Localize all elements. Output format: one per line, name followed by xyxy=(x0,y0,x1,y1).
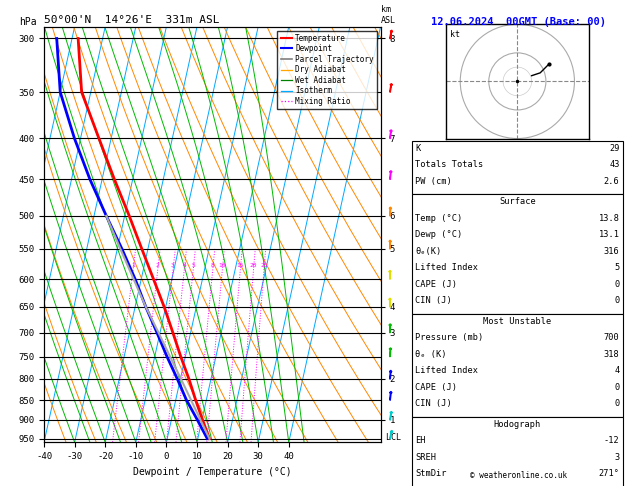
Text: 8: 8 xyxy=(211,263,214,268)
Text: Most Unstable: Most Unstable xyxy=(483,317,552,326)
Text: 4: 4 xyxy=(615,366,620,376)
Text: EH: EH xyxy=(415,436,426,446)
Text: Pressure (mb): Pressure (mb) xyxy=(415,333,484,343)
Legend: Temperature, Dewpoint, Parcel Trajectory, Dry Adiabat, Wet Adiabat, Isotherm, Mi: Temperature, Dewpoint, Parcel Trajectory… xyxy=(277,31,377,109)
Text: 5: 5 xyxy=(191,263,195,268)
Text: -12: -12 xyxy=(604,436,620,446)
Text: 25: 25 xyxy=(260,263,268,268)
Text: SREH: SREH xyxy=(415,453,436,462)
Text: CAPE (J): CAPE (J) xyxy=(415,280,457,289)
Text: 50°00'N  14°26'E  331m ASL: 50°00'N 14°26'E 331m ASL xyxy=(44,15,220,25)
Text: km
ASL: km ASL xyxy=(381,5,396,25)
Text: Surface: Surface xyxy=(499,197,536,207)
Text: Temp (°C): Temp (°C) xyxy=(415,214,462,223)
Text: 43: 43 xyxy=(609,160,620,170)
Text: 20: 20 xyxy=(250,263,257,268)
Text: 700: 700 xyxy=(604,333,620,343)
Text: 0: 0 xyxy=(615,296,620,306)
Text: © weatheronline.co.uk: © weatheronline.co.uk xyxy=(470,471,567,480)
Text: Mixing Ratio (g/kg): Mixing Ratio (g/kg) xyxy=(430,187,439,282)
Text: CAPE (J): CAPE (J) xyxy=(415,383,457,392)
Text: 15: 15 xyxy=(237,263,244,268)
Text: 5: 5 xyxy=(615,263,620,273)
Text: Lifted Index: Lifted Index xyxy=(415,366,478,376)
Text: K: K xyxy=(415,144,420,153)
Text: CIN (J): CIN (J) xyxy=(415,399,452,409)
Text: θₑ (K): θₑ (K) xyxy=(415,350,447,359)
Text: 0: 0 xyxy=(615,399,620,409)
Text: CIN (J): CIN (J) xyxy=(415,296,452,306)
Text: 316: 316 xyxy=(604,247,620,256)
Text: hPa: hPa xyxy=(19,17,36,27)
Text: 4: 4 xyxy=(182,263,186,268)
Text: 271°: 271° xyxy=(599,469,620,479)
Text: StmDir: StmDir xyxy=(415,469,447,479)
Text: kt: kt xyxy=(450,30,460,39)
Text: 13.1: 13.1 xyxy=(599,230,620,240)
Text: Hodograph: Hodograph xyxy=(494,420,541,429)
Text: θₑ(K): θₑ(K) xyxy=(415,247,442,256)
Text: 3: 3 xyxy=(171,263,175,268)
Text: Dewp (°C): Dewp (°C) xyxy=(415,230,462,240)
Text: 3: 3 xyxy=(615,453,620,462)
Text: PW (cm): PW (cm) xyxy=(415,177,452,186)
Text: 1: 1 xyxy=(131,263,135,268)
Text: 318: 318 xyxy=(604,350,620,359)
Text: Totals Totals: Totals Totals xyxy=(415,160,484,170)
Text: 0: 0 xyxy=(615,280,620,289)
Text: Lifted Index: Lifted Index xyxy=(415,263,478,273)
Text: 2.6: 2.6 xyxy=(604,177,620,186)
Text: 13.8: 13.8 xyxy=(599,214,620,223)
Text: LCL: LCL xyxy=(381,434,401,442)
Text: 10: 10 xyxy=(218,263,226,268)
Text: 0: 0 xyxy=(615,383,620,392)
Text: 12.06.2024  00GMT (Base: 00): 12.06.2024 00GMT (Base: 00) xyxy=(431,17,606,27)
Text: 29: 29 xyxy=(609,144,620,153)
Text: 2: 2 xyxy=(156,263,160,268)
X-axis label: Dewpoint / Temperature (°C): Dewpoint / Temperature (°C) xyxy=(133,467,292,477)
